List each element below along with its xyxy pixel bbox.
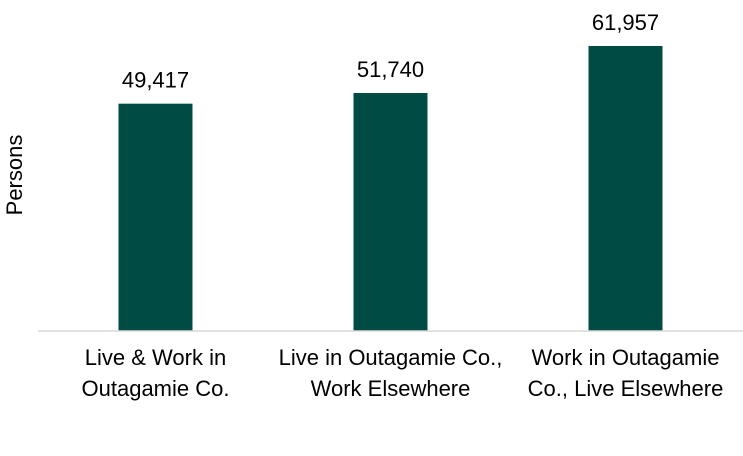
data-label: 49,417 bbox=[122, 68, 189, 93]
data-label: 51,740 bbox=[357, 57, 424, 82]
x-tick-label: Live & Work in Outagamie Co. bbox=[81, 345, 230, 401]
x-tick-label: Work in Outagamie Co., Live Elsewhere bbox=[527, 345, 724, 401]
data-label: 61,957 bbox=[592, 10, 659, 35]
x-tick-label: Live in Outagamie Co., Work Elsewhere bbox=[278, 345, 503, 401]
bar bbox=[588, 45, 663, 331]
bar bbox=[353, 92, 428, 331]
bar bbox=[118, 103, 193, 332]
y-axis-label: Persons bbox=[2, 135, 27, 216]
